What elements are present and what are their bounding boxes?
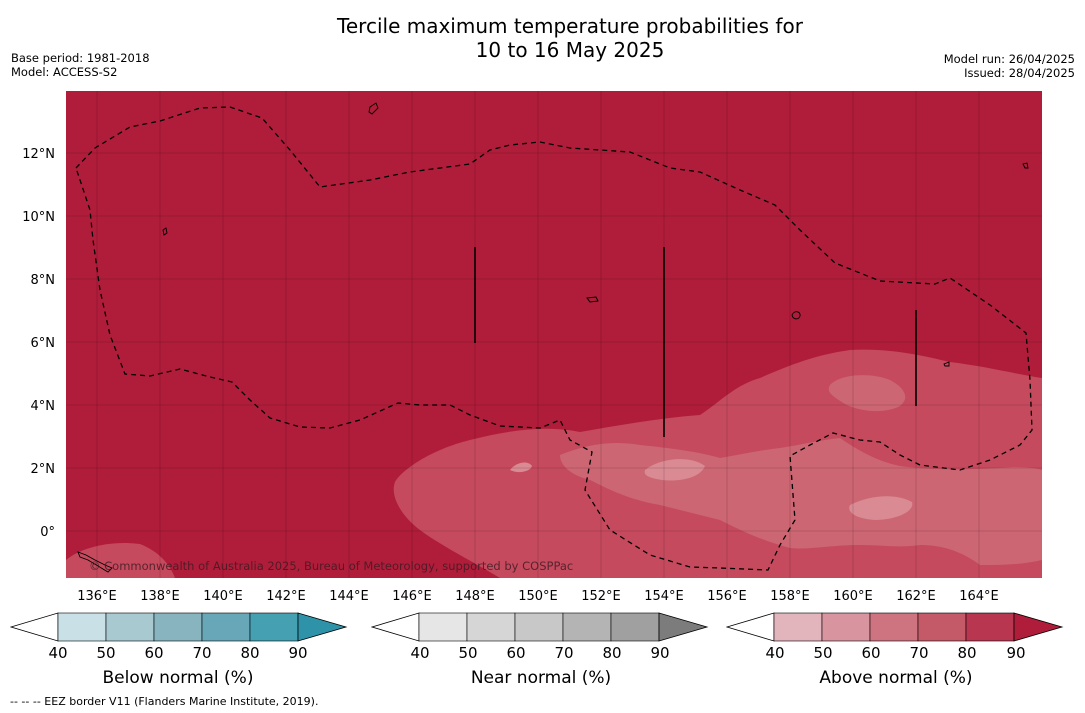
longitude-label: 162°E [896,589,936,604]
tick-label: 80 [957,644,977,662]
tick-label: 50 [96,644,116,662]
latitude-label: 10°N [22,210,55,225]
tick-label: 90 [1006,644,1026,662]
eez-border-north [75,106,1033,571]
longitude-label: 156°E [707,589,747,604]
latitude-label: 6°N [31,336,56,351]
island-guam [368,102,379,115]
tick-label: 80 [602,644,622,662]
longitude-label: 154°E [644,589,684,604]
longitude-label: 148°E [455,589,495,604]
colorbar-segment [965,612,1015,642]
copyright-note: © Commonwealth of Australia 2025, Bureau… [89,559,573,573]
island-chuuk [586,296,599,303]
tick-label: 60 [861,644,881,662]
colorbar-segment [821,612,871,642]
colorbar-segment [562,612,612,642]
island-kosrae [943,361,950,367]
colorbar-segment [57,612,107,642]
above-50-patch-3 [510,462,532,473]
below-normal-label: Below normal (%) [102,668,254,688]
tick-label: 80 [240,644,260,662]
longitude-label: 138°E [140,589,180,604]
tick-label: 70 [192,644,212,662]
tick-label: 40 [410,644,430,662]
longitude-labels: 136°E 138°E 140°E 142°E 144°E 146°E 148°E 150°E… [77,589,999,604]
forecast-map: © Commonwealth of Australia 2025, Bureau… [22,91,1042,604]
eez-footnote: -- -- -- EEZ border V11 (Flanders Marine… [10,695,319,708]
tick-label: 50 [813,644,833,662]
colorbar-segment [869,612,919,642]
tick-label: 60 [506,644,526,662]
latitude-label: 2°N [31,462,56,477]
latitude-label: 12°N [22,147,55,162]
island-pohnpei [791,311,801,320]
base-period: Base period: 1981-2018 [11,51,150,65]
tick-label: 90 [650,644,670,662]
colorbar-segment [917,612,967,642]
colorbar-min-extension [726,612,775,642]
colorbar-segment [105,612,155,642]
tick-label: 40 [48,644,68,662]
colorbar-above [726,612,1066,644]
longitude-label: 142°E [266,589,306,604]
colorbar-min-extension [371,612,420,642]
longitude-label: 140°E [203,589,243,604]
model-name: Model: ACCESS-S2 [11,65,118,79]
colorbar-segment [418,612,468,642]
meta-left: Base period: 1981-2018 Model: ACCESS-S2 [11,51,150,79]
issued-date: Issued: 28/04/2025 [964,66,1075,80]
latitude-label: 8°N [31,273,56,288]
colorbar-segment [153,612,203,642]
colorbar-segment [466,612,516,642]
island-palau [77,551,113,573]
latitude-labels: 12°N 10°N 8°N 6°N 4°N 2°N 0° [22,147,55,540]
colorbar-segment [773,612,823,642]
colorbar-max-extension [658,612,709,642]
title-line-1: Tercile maximum temperature probabilitie… [337,14,803,38]
colorbar-segment [201,612,251,642]
latitude-label: 0° [40,525,55,540]
tick-label: 70 [909,644,929,662]
longitude-label: 144°E [329,589,369,604]
chart-title: Tercile maximum temperature probabilitie… [0,14,1085,62]
near-normal-label: Near normal (%) [470,668,612,688]
title-line-2: 10 to 16 May 2025 [475,38,665,62]
colorbar-near [371,612,711,644]
longitude-label: 136°E [77,589,117,604]
tick-label: 50 [458,644,478,662]
longitude-label: 146°E [392,589,432,604]
colorbar-max-extension [297,612,348,642]
island-yap [162,227,168,236]
tick-label: 70 [554,644,574,662]
above-50-patch-2 [849,496,913,520]
above-70-sw-patch [66,542,175,578]
longitude-label: 160°E [833,589,873,604]
longitude-label: 150°E [518,589,558,604]
map-field: © Commonwealth of Australia 2025, Bureau… [66,91,1042,578]
colorbar-segment [610,612,660,642]
above-normal-label: Above normal (%) [819,668,973,688]
above-60-north-patch [828,375,906,412]
longitude-label: 158°E [770,589,810,604]
colorbar-max-extension [1013,612,1064,642]
longitude-label: 152°E [581,589,621,604]
meta-right: Model run: 26/04/2025 Issued: 28/04/2025 [944,52,1075,80]
model-run: Model run: 26/04/2025 [943,52,1075,66]
tick-label: 90 [288,644,308,662]
tick-label: 40 [765,644,785,662]
tick-label: 60 [144,644,164,662]
colorbar-below [10,612,350,644]
colorbar-segment [514,612,564,642]
colorbar-segment [249,612,299,642]
above-50-patch-1 [644,459,705,481]
island-east [1022,162,1029,169]
latitude-label: 4°N [31,399,56,414]
colorbar-min-extension [10,612,59,642]
longitude-label: 164°E [959,589,999,604]
